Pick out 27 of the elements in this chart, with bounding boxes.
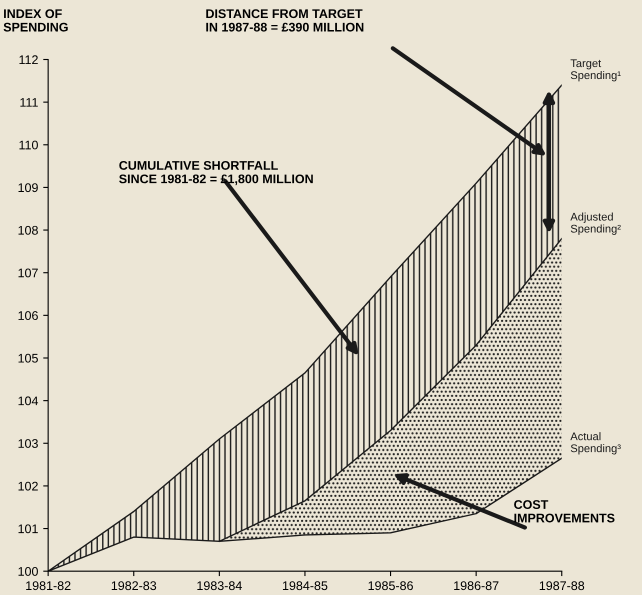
y-tick-label: 103 — [18, 439, 38, 448]
y-tick-label: 109 — [18, 183, 38, 192]
y-tick-label: 111 — [20, 98, 38, 107]
x-tick-label: 1984-85 — [282, 581, 328, 590]
y-tick-label: 100 — [18, 567, 38, 576]
x-tick-label: 1982-83 — [112, 581, 156, 590]
y-tick-label: 104 — [18, 396, 38, 406]
x-tick-label: 1983-84 — [197, 581, 242, 590]
y-tick-label: 105 — [18, 354, 38, 363]
x-tick-label: 1985-86 — [368, 581, 413, 590]
legend-label: Adjusted Spending² — [570, 212, 621, 235]
x-tick-label: 1981-82 — [26, 581, 70, 590]
y-axis-title: INDEX OF SPENDING — [4, 9, 68, 32]
text: DISTANCE FROM TARGET IN 1987-88 = £390 MILLION — [206, 9, 364, 32]
x-tick-label: 1987-88 — [540, 581, 584, 590]
series-label: Target Spending¹ — [570, 59, 621, 82]
annotation: CUMULATIVE SHORTFALL SINCE 1981-82 = £1,800 MILLION — [119, 160, 313, 186]
y-tick-label: 106 — [18, 311, 38, 320]
series-label: Actual Spending³ — [570, 432, 621, 454]
y-tick-label: 102 — [18, 482, 38, 491]
y-tick-label: 108 — [18, 226, 38, 235]
y-tick-label: 101 — [18, 524, 38, 534]
y-tick-label: 107 — [18, 268, 38, 278]
x-tick-label: 1986-87 — [454, 581, 498, 590]
y-tick-label: 110 — [19, 140, 38, 150]
annotation: COST IMPROVEMENTS — [514, 500, 615, 522]
y-tick-label: 112 — [19, 55, 38, 64]
